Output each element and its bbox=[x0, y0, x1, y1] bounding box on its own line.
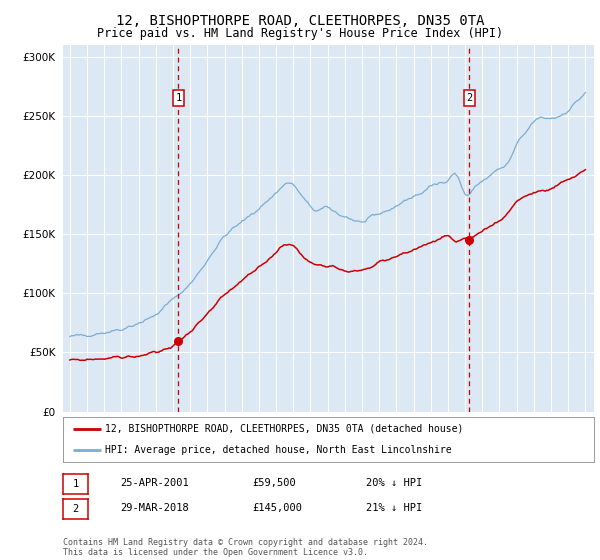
Text: Contains HM Land Registry data © Crown copyright and database right 2024.
This d: Contains HM Land Registry data © Crown c… bbox=[63, 538, 428, 557]
Text: Price paid vs. HM Land Registry's House Price Index (HPI): Price paid vs. HM Land Registry's House … bbox=[97, 27, 503, 40]
Text: 2: 2 bbox=[73, 504, 79, 514]
Text: £59,500: £59,500 bbox=[252, 478, 296, 488]
Text: HPI: Average price, detached house, North East Lincolnshire: HPI: Average price, detached house, Nort… bbox=[106, 445, 452, 455]
Text: 20% ↓ HPI: 20% ↓ HPI bbox=[366, 478, 422, 488]
Text: 21% ↓ HPI: 21% ↓ HPI bbox=[366, 503, 422, 513]
Text: £145,000: £145,000 bbox=[252, 503, 302, 513]
Text: 1: 1 bbox=[175, 93, 182, 103]
Text: 2: 2 bbox=[466, 93, 472, 103]
Text: 29-MAR-2018: 29-MAR-2018 bbox=[120, 503, 189, 513]
Text: 12, BISHOPTHORPE ROAD, CLEETHORPES, DN35 0TA: 12, BISHOPTHORPE ROAD, CLEETHORPES, DN35… bbox=[116, 14, 484, 28]
Text: 1: 1 bbox=[73, 479, 79, 489]
Text: 12, BISHOPTHORPE ROAD, CLEETHORPES, DN35 0TA (detached house): 12, BISHOPTHORPE ROAD, CLEETHORPES, DN35… bbox=[106, 424, 464, 434]
Text: 25-APR-2001: 25-APR-2001 bbox=[120, 478, 189, 488]
